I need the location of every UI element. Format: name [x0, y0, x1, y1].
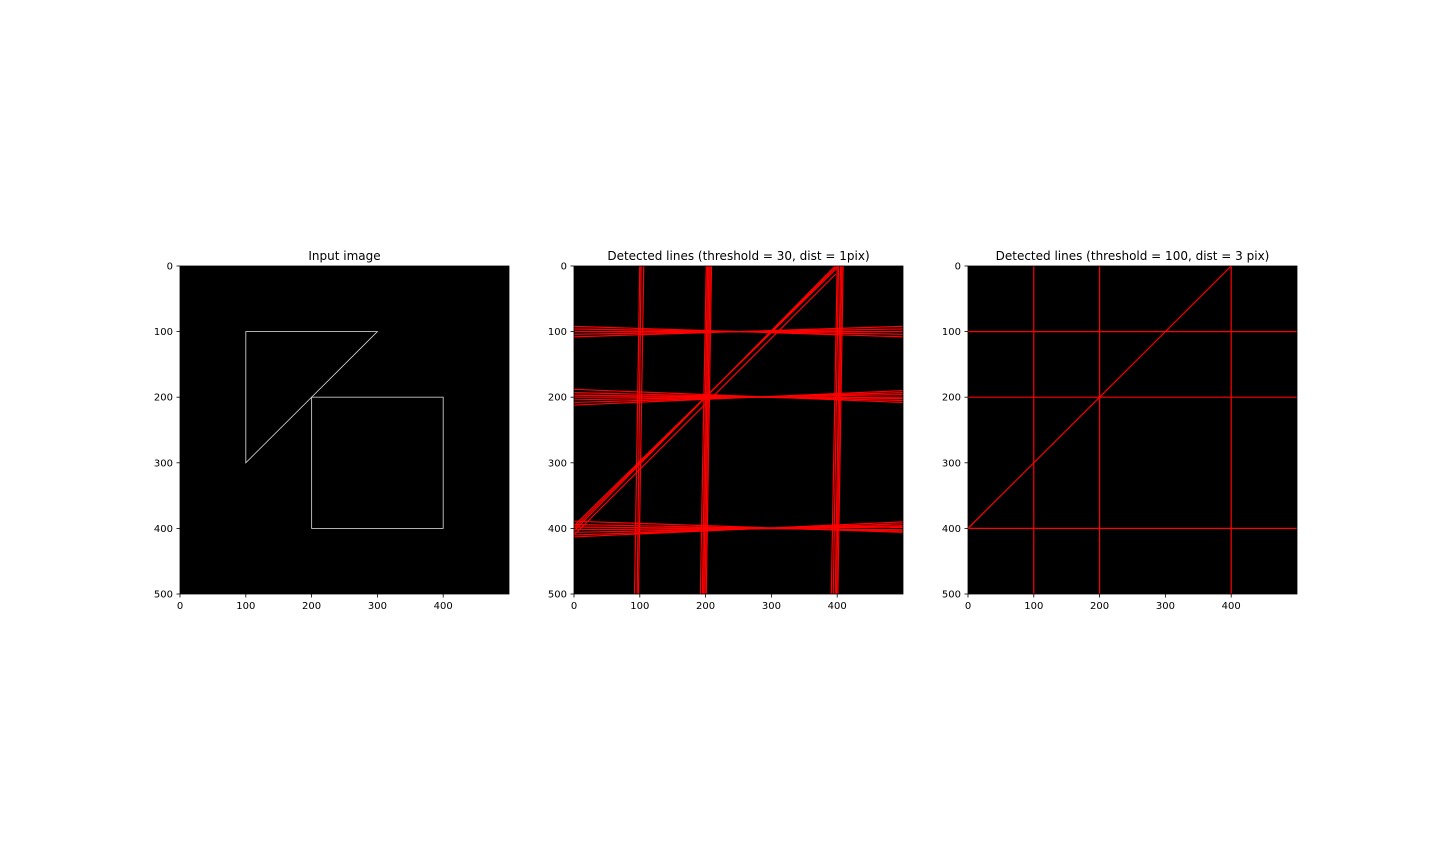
detected-line — [574, 526, 903, 531]
y-tick-label: 200 — [942, 393, 961, 404]
plot-area — [968, 266, 1297, 594]
detected-line — [830, 266, 838, 594]
y-tick-label: 300 — [942, 458, 961, 469]
detected-line — [704, 266, 711, 594]
image-background — [574, 266, 903, 594]
detected-line — [636, 266, 642, 594]
axes-frame — [573, 265, 904, 595]
y-tick-label: 400 — [942, 524, 961, 535]
x-tick-label: 300 — [1156, 601, 1175, 612]
y-tick-label: 400 — [548, 524, 567, 535]
detected-line — [574, 390, 903, 406]
y-tick-label: 100 — [942, 327, 961, 338]
detected-line — [832, 266, 840, 594]
y-tick-label: 100 — [548, 327, 567, 338]
y-tick-label: 0 — [167, 262, 173, 273]
plot-area — [574, 266, 903, 594]
x-tick-label: 400 — [434, 601, 453, 612]
panel-title: Detected lines (threshold = 30, dist = 1… — [607, 249, 869, 263]
detected-line — [837, 266, 844, 594]
axes-frame — [179, 265, 510, 595]
panel-title: Detected lines (threshold = 100, dist = … — [996, 249, 1270, 263]
image-background — [968, 266, 1297, 594]
x-tick-label: 200 — [1090, 601, 1109, 612]
detected-line — [574, 325, 903, 338]
x-tick-label: 100 — [236, 601, 255, 612]
panel-input-image: 0 100 200 300 400 0 100 200 300 400 500 Input image — [154, 249, 510, 612]
detected-line — [968, 266, 1232, 529]
detected-line — [835, 266, 843, 594]
y-tick-label: 300 — [154, 458, 173, 469]
y-tick-label: 100 — [154, 327, 173, 338]
x-tick-label: 200 — [302, 601, 321, 612]
y-tick-label: 500 — [942, 590, 961, 601]
x-tick-label: 300 — [368, 601, 387, 612]
image-background — [180, 266, 509, 594]
x-tick-label: 400 — [1222, 601, 1241, 612]
x-tick-label: 100 — [1024, 601, 1043, 612]
y-tick-label: 500 — [548, 590, 567, 601]
panel-detected-lines-threshold-30: 0 100 200 300 400 0 100 200 300 400 500 Detected li… — [548, 249, 904, 612]
detected-line — [574, 388, 903, 404]
x-tick-label: 400 — [828, 601, 847, 612]
detected-line — [637, 266, 645, 594]
detected-line — [703, 266, 710, 594]
panel-title: Input image — [308, 249, 380, 263]
x-tick-label: 100 — [630, 601, 649, 612]
detected-line — [574, 273, 837, 536]
x-tick-label: 0 — [571, 601, 577, 612]
y-tick-label: 0 — [955, 262, 961, 273]
y-tick-label: 200 — [548, 393, 567, 404]
plot-area — [245, 331, 444, 529]
detected-line — [701, 266, 709, 594]
detected-line — [699, 266, 707, 594]
y-tick-label: 200 — [154, 393, 173, 404]
y-tick-label: 0 — [561, 262, 567, 273]
x-tick-label: 0 — [965, 601, 971, 612]
detected-line — [574, 266, 840, 527]
panel-detected-lines-threshold-100: 0 100 200 300 400 0 100 200 300 400 500 Detected li… — [942, 249, 1298, 612]
square-outline — [311, 396, 444, 529]
axes-frame — [967, 265, 1298, 595]
x-tick-label: 300 — [762, 601, 781, 612]
detected-line — [574, 523, 903, 532]
x-tick-label: 200 — [696, 601, 715, 612]
y-tick-label: 400 — [154, 524, 173, 535]
detected-line — [834, 266, 842, 594]
detected-line — [574, 521, 903, 538]
detected-line — [705, 266, 713, 594]
detected-line — [633, 266, 641, 594]
x-tick-label: 0 — [177, 601, 183, 612]
y-tick-label: 300 — [548, 458, 567, 469]
y-tick-label: 500 — [154, 590, 173, 601]
